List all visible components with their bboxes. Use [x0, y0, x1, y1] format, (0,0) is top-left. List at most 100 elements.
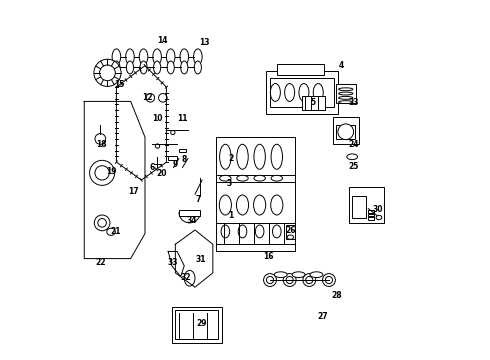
Circle shape — [267, 276, 273, 284]
Ellipse shape — [285, 84, 294, 102]
Ellipse shape — [339, 96, 353, 99]
Ellipse shape — [126, 49, 134, 64]
Text: 16: 16 — [263, 252, 273, 261]
Text: 32: 32 — [181, 273, 191, 282]
Circle shape — [322, 274, 335, 287]
Ellipse shape — [153, 49, 161, 64]
Ellipse shape — [270, 195, 283, 215]
Ellipse shape — [153, 61, 161, 74]
Ellipse shape — [287, 235, 294, 239]
Circle shape — [264, 274, 276, 287]
Text: 27: 27 — [318, 312, 328, 321]
Ellipse shape — [167, 49, 175, 64]
Text: 22: 22 — [95, 258, 105, 267]
Text: 17: 17 — [128, 187, 139, 196]
Bar — [336, 125, 355, 139]
Bar — [179, 210, 200, 216]
Ellipse shape — [339, 88, 353, 91]
Text: 20: 20 — [157, 169, 168, 178]
Ellipse shape — [238, 225, 247, 238]
Circle shape — [95, 134, 106, 144]
Bar — [217, 175, 295, 182]
Text: 9: 9 — [172, 161, 178, 170]
Text: 7: 7 — [196, 195, 201, 204]
Circle shape — [94, 215, 110, 231]
Circle shape — [306, 276, 313, 284]
Text: 15: 15 — [114, 80, 124, 89]
Circle shape — [90, 160, 115, 185]
Text: 34: 34 — [187, 216, 197, 225]
Bar — [277, 64, 323, 75]
Circle shape — [98, 219, 106, 227]
Bar — [368, 217, 374, 220]
Circle shape — [283, 274, 296, 287]
Ellipse shape — [220, 144, 231, 169]
Circle shape — [303, 274, 316, 287]
Ellipse shape — [171, 130, 175, 135]
Bar — [336, 84, 356, 103]
Ellipse shape — [270, 84, 280, 102]
Text: 3: 3 — [226, 179, 232, 188]
Bar — [172, 307, 222, 342]
Text: 11: 11 — [177, 114, 188, 123]
Ellipse shape — [274, 272, 287, 278]
Ellipse shape — [292, 272, 305, 278]
Ellipse shape — [253, 195, 266, 215]
Bar — [286, 225, 295, 239]
Text: 31: 31 — [195, 255, 206, 264]
Ellipse shape — [184, 270, 195, 286]
Circle shape — [286, 276, 293, 284]
Ellipse shape — [255, 225, 264, 238]
Text: 13: 13 — [198, 38, 209, 47]
Text: 8: 8 — [182, 155, 187, 164]
Ellipse shape — [339, 101, 353, 104]
Bar — [217, 137, 295, 176]
Ellipse shape — [271, 175, 283, 181]
Ellipse shape — [146, 94, 155, 102]
Text: 18: 18 — [96, 140, 107, 149]
Circle shape — [99, 65, 115, 81]
Ellipse shape — [155, 144, 160, 148]
Bar — [302, 96, 325, 111]
Ellipse shape — [112, 49, 121, 64]
Text: 1: 1 — [228, 211, 233, 220]
Ellipse shape — [347, 154, 358, 159]
Text: 5: 5 — [310, 98, 316, 107]
Text: 26: 26 — [286, 226, 296, 235]
Ellipse shape — [220, 175, 231, 181]
Text: 19: 19 — [106, 167, 116, 176]
Ellipse shape — [140, 61, 147, 74]
Text: 2: 2 — [228, 154, 233, 163]
Ellipse shape — [254, 144, 266, 169]
Bar — [179, 149, 186, 152]
Ellipse shape — [139, 49, 148, 64]
Text: 25: 25 — [348, 162, 358, 171]
Ellipse shape — [376, 215, 382, 220]
Ellipse shape — [221, 225, 230, 238]
Ellipse shape — [272, 225, 281, 238]
Text: 24: 24 — [349, 140, 359, 149]
Text: 28: 28 — [332, 291, 343, 300]
Bar — [217, 180, 295, 251]
Bar — [368, 210, 374, 213]
Ellipse shape — [126, 61, 134, 74]
Ellipse shape — [310, 272, 323, 278]
Circle shape — [95, 166, 109, 180]
Ellipse shape — [113, 61, 120, 74]
Ellipse shape — [339, 92, 353, 95]
Ellipse shape — [254, 175, 266, 181]
Ellipse shape — [299, 84, 309, 102]
Ellipse shape — [181, 61, 188, 74]
Text: 4: 4 — [339, 61, 344, 70]
Ellipse shape — [159, 94, 167, 102]
Text: 33: 33 — [168, 258, 178, 267]
Ellipse shape — [237, 175, 248, 181]
Ellipse shape — [237, 144, 248, 169]
Text: 29: 29 — [196, 319, 207, 328]
Text: 12: 12 — [143, 93, 153, 102]
Ellipse shape — [237, 195, 248, 215]
Bar — [352, 196, 367, 217]
Bar — [333, 117, 359, 144]
Bar — [270, 78, 334, 107]
Ellipse shape — [220, 195, 231, 215]
